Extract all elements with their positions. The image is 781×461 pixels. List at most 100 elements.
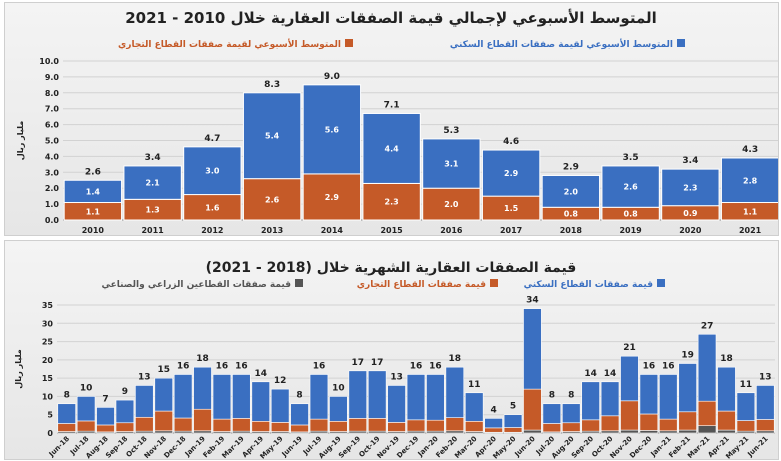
x-tick-label: Dec-20 (628, 435, 653, 459)
bar-segment (659, 418, 678, 432)
bar-segment (96, 424, 115, 433)
total-label: 3.4 (145, 153, 161, 163)
y-tick-label: 1.0 (45, 200, 60, 209)
bar-segment (659, 430, 678, 434)
bar-segment (736, 392, 756, 421)
bar-segment (96, 407, 115, 426)
segment-label: 2.6 (624, 183, 639, 192)
bar-segment (661, 168, 720, 207)
bar-segment (362, 112, 421, 184)
y-tick-label: 6.0 (45, 121, 60, 130)
x-tick-label: 2020 (679, 226, 702, 235)
bar-segment (422, 187, 481, 221)
bar-segment (362, 182, 421, 221)
bar-segment (620, 355, 639, 402)
total-label: 12 (274, 376, 287, 386)
legend-label: قيمة صفقات القطاع التجاري (357, 280, 486, 290)
x-tick-label: 2010 (82, 226, 105, 235)
x-tick-label: 2014 (321, 226, 344, 235)
bar-segment (251, 420, 270, 432)
bar-segment (541, 174, 601, 208)
bar-segment (542, 423, 562, 433)
segment-label: 1.5 (504, 204, 519, 213)
bar-segment (678, 363, 697, 413)
total-label: 14 (584, 369, 597, 379)
bar-segment (697, 333, 717, 402)
total-label: 21 (623, 343, 636, 353)
total-label: 5.3 (443, 126, 459, 136)
legend-label: قيمة صفقات القطاعين الزراعي والصناعي (102, 280, 292, 290)
bar-segment (720, 157, 778, 204)
bar-segment (445, 366, 465, 418)
total-label: 18 (196, 354, 209, 364)
total-label: 17 (371, 358, 384, 368)
bar-segment (717, 366, 736, 412)
total-label: 18 (449, 354, 462, 364)
total-label: 13 (138, 372, 151, 382)
total-label: 14 (604, 369, 617, 379)
chart-title: قيمة الصفقات العقارية الشهرية خلال (2018… (206, 260, 577, 276)
x-tick-label: Jun-21 (746, 435, 770, 459)
total-label: 15 (157, 365, 170, 375)
x-tick-label: Jun-20 (513, 435, 537, 459)
bar-segment (135, 416, 154, 432)
bar-segment (302, 84, 362, 175)
total-label: 4.7 (204, 134, 220, 144)
bar-segment (193, 408, 212, 432)
y-tick-label: 0.0 (45, 216, 60, 225)
total-label: 16 (662, 361, 675, 371)
bar-segment (464, 392, 484, 422)
y-tick-label: 35 (42, 301, 54, 310)
x-tick-label: 2019 (619, 226, 642, 235)
bar-segment (639, 413, 659, 431)
bar-segment (212, 374, 232, 420)
total-label: 16 (313, 361, 326, 371)
total-label: 4 (490, 405, 496, 415)
total-label: 19 (681, 351, 694, 361)
y-axis-label: مليار ريال (14, 349, 23, 388)
bar-segment (581, 419, 600, 432)
total-label: 18 (720, 354, 733, 364)
bar-segment (154, 377, 173, 412)
total-label: 8 (296, 391, 302, 401)
segment-label: 4.4 (385, 144, 400, 153)
bar-segment (756, 430, 775, 434)
bar-segment (309, 418, 329, 432)
bar-segment (503, 414, 523, 428)
bar-segment (601, 165, 660, 208)
total-label: 10 (332, 383, 345, 393)
total-label: 9 (122, 387, 128, 397)
bar-segment (183, 146, 242, 196)
bar-segment (193, 366, 212, 410)
bar-segment (212, 418, 232, 432)
total-label: 13 (759, 372, 772, 382)
segment-label: 2.8 (743, 176, 758, 185)
segment-label: 2.6 (265, 195, 280, 204)
legend-label: قيمة صفقات القطاع السكني (524, 280, 654, 290)
total-label: 16 (177, 361, 190, 371)
bar-segment (620, 400, 639, 431)
total-label: 8 (568, 391, 574, 401)
segment-label: 1.6 (205, 203, 220, 212)
segment-label: 1.1 (743, 207, 758, 216)
total-label: 8 (64, 391, 70, 401)
y-tick-label: 30 (42, 319, 54, 328)
bar-segment (717, 429, 736, 434)
x-tick-label: 2015 (380, 226, 403, 235)
bar-segment (600, 415, 620, 432)
legend-swatch (345, 39, 353, 47)
total-label: 5 (510, 402, 516, 412)
bar-segment (183, 194, 242, 221)
total-label: 27 (701, 321, 714, 331)
y-tick-label: 4.0 (45, 152, 60, 161)
segment-label: 2.0 (444, 200, 459, 209)
x-tick-label: 2012 (201, 226, 223, 235)
bar-segment (562, 422, 581, 432)
bar-segment (329, 396, 348, 422)
bar-segment (57, 423, 76, 432)
y-tick-label: 0 (47, 429, 53, 438)
bar-segment (756, 385, 775, 420)
bar-segment (406, 419, 426, 432)
total-label: 7 (102, 394, 108, 404)
monthly-chart: قيمة الصفقات العقارية الشهرية خلال (2018… (14, 260, 775, 459)
